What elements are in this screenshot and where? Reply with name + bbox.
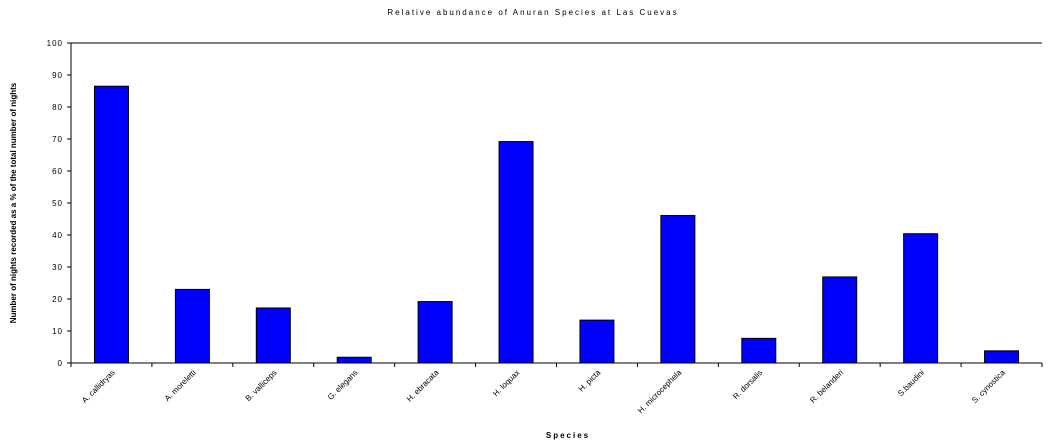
y-tick-label: 70: [52, 135, 63, 144]
x-tick-label: A. moreletti: [163, 368, 198, 403]
bar: [417, 301, 453, 364]
y-tick-label: 30: [52, 263, 63, 272]
x-tick-label: H. picta: [577, 368, 603, 394]
bar: [822, 276, 858, 364]
x-axis-title: Species: [546, 431, 590, 440]
x-tick-label: H. ebracata: [405, 368, 441, 404]
y-tick-label: 50: [52, 199, 63, 208]
y-axis-ticks: 0 10 20 30 40 50 60 70 80 90 100: [47, 39, 71, 368]
x-tick-label: H. loquax: [491, 368, 521, 398]
x-tick-label: H. microcephela: [636, 368, 684, 416]
bars-group: [93, 85, 1020, 364]
x-tick-label: R. dorsalis: [731, 368, 764, 401]
bar: [579, 319, 615, 364]
bar: [93, 85, 129, 364]
y-tick-label: 60: [52, 167, 63, 176]
chart-title: Relative abundance of Anuran Species at …: [387, 8, 678, 17]
bar: [336, 356, 372, 364]
bar: [741, 337, 777, 364]
x-tick-label: S. cynostica: [970, 368, 1007, 405]
y-axis-title: Number of nights recorded as a % of the …: [9, 82, 18, 323]
x-axis-ticks: A. callidryas A. moreletti B. valliceps G. …: [70, 363, 1043, 416]
y-tick-label: 80: [52, 103, 63, 112]
bar: [660, 214, 696, 364]
bar: [984, 350, 1020, 364]
bar: [174, 288, 210, 364]
y-tick-label: 100: [47, 39, 63, 48]
bar: [255, 307, 291, 364]
bar: [903, 233, 939, 364]
x-tick-label: S.baudini: [896, 368, 926, 398]
x-tick-label: G. elegans: [326, 368, 360, 402]
y-tick-label: 10: [52, 327, 63, 336]
x-tick-label: R. belanderi: [808, 368, 845, 405]
y-tick-label: 20: [52, 295, 63, 304]
y-tick-label: 40: [52, 231, 63, 240]
y-tick-label: 0: [58, 359, 63, 368]
y-tick-label: 90: [52, 71, 63, 80]
x-tick-label: B. valliceps: [244, 368, 279, 403]
x-tick-label: A. callidryas: [80, 368, 117, 405]
bar: [498, 141, 534, 364]
